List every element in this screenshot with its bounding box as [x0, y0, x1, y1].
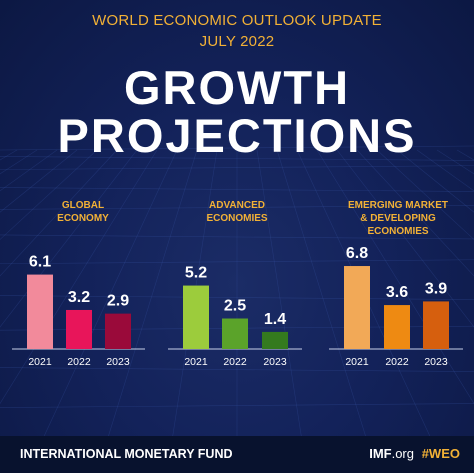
data-label: 3.9 — [425, 280, 447, 297]
report-date: JULY 2022 — [199, 33, 275, 50]
data-label: 6.1 — [29, 254, 51, 271]
page-title-line2: PROJECTIONS — [57, 109, 417, 162]
chart-title-line: & DEVELOPING — [360, 213, 436, 224]
website-link[interactable]: IMF.org — [369, 446, 414, 461]
data-label: 5.2 — [185, 265, 207, 282]
x-tick-label: 2021 — [345, 356, 369, 368]
data-label: 2.9 — [107, 293, 129, 310]
chart-title-line: ECONOMIES — [367, 226, 429, 237]
chart-title-emerging: EMERGING MARKET & DEVELOPING ECONOMIES — [328, 199, 468, 238]
x-tick-label: 2021 — [28, 356, 52, 368]
chart-title-line: ADVANCED — [209, 200, 265, 211]
bar-2022 — [222, 318, 248, 349]
x-tick-label: 2023 — [424, 356, 448, 368]
data-label: 6.8 — [346, 245, 368, 262]
bar-2023 — [105, 313, 131, 349]
data-label: 3.6 — [386, 284, 408, 301]
x-tick-label: 2022 — [385, 356, 409, 368]
chart-title-advanced: ADVANCED ECONOMIES — [167, 199, 307, 225]
chart-title-line: GLOBAL — [61, 200, 105, 211]
chart-title-line: EMERGING MARKET — [348, 200, 448, 211]
website-name: IMF — [369, 446, 392, 461]
footer-bar: INTERNATIONAL MONETARY FUND IMF.org #WEO — [0, 436, 474, 473]
bar-2022 — [66, 309, 92, 349]
website-domain: .org — [391, 446, 414, 461]
hashtag[interactable]: #WEO — [421, 446, 460, 461]
report-name: WORLD ECONOMIC OUTLOOK UPDATE — [92, 12, 382, 29]
bar-2021 — [344, 266, 370, 349]
data-label: 2.5 — [224, 298, 246, 315]
bar-2021 — [27, 274, 53, 349]
data-label: 3.2 — [68, 289, 90, 306]
x-tick-label: 2022 — [67, 356, 91, 368]
chart-title-line: ECONOMIES — [206, 213, 268, 224]
x-tick-label: 2023 — [263, 356, 287, 368]
chart-title-line: ECONOMY — [57, 213, 109, 224]
page-title-line1: GROWTH — [123, 61, 351, 114]
chart-title-global: GLOBAL ECONOMY — [13, 199, 153, 225]
bar-2023 — [262, 331, 288, 349]
bar-2022 — [384, 305, 410, 349]
x-tick-label: 2021 — [184, 356, 208, 368]
x-tick-label: 2023 — [106, 356, 130, 368]
data-label: 1.4 — [264, 311, 286, 328]
bar-2023 — [423, 301, 449, 349]
x-tick-label: 2022 — [223, 356, 247, 368]
organization-name: INTERNATIONAL MONETARY FUND — [20, 447, 233, 461]
bar-2021 — [183, 285, 209, 349]
